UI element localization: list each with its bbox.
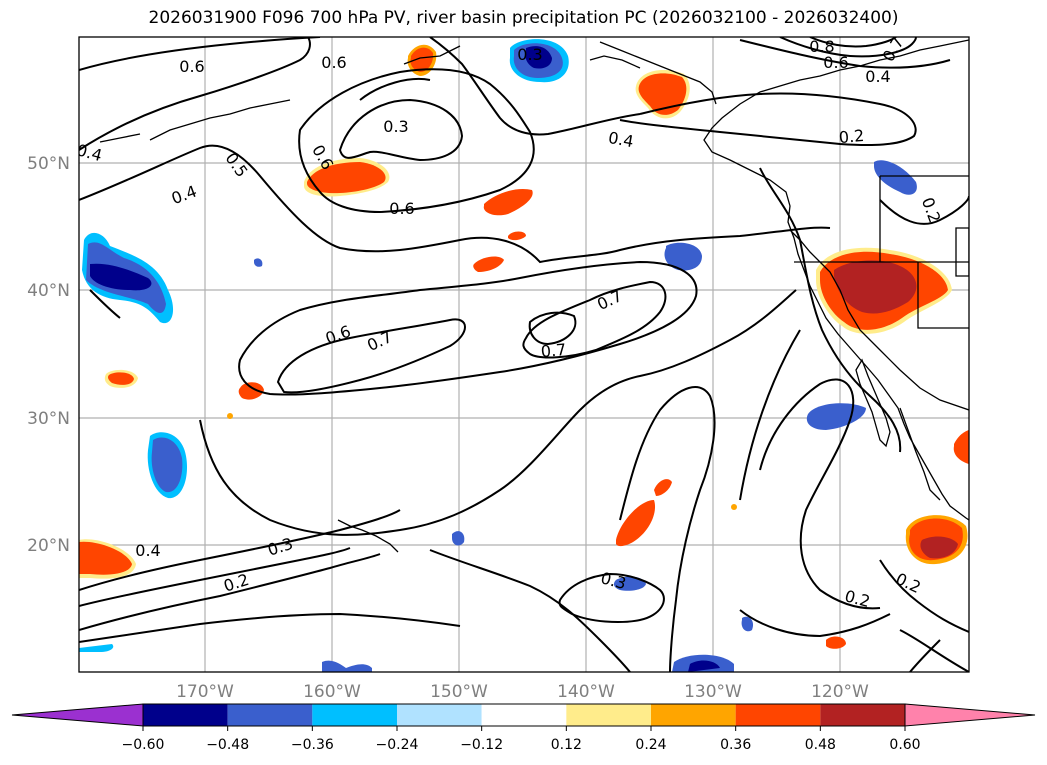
lon-label: 160°W — [303, 682, 361, 702]
colorbar-tick-label: −0.12 — [460, 737, 503, 753]
colorbar-tick-label: 0.24 — [635, 737, 666, 753]
colorbar-extend-max — [904, 703, 1036, 727]
colorbar-tick-label: −0.36 — [291, 737, 334, 753]
colorbar-segment — [227, 704, 313, 726]
precip-positive-area — [473, 256, 504, 272]
colorbar-tick-label: 0.60 — [889, 737, 920, 753]
contour-label: 0.3 — [599, 568, 629, 593]
precip-positive-area — [227, 413, 233, 419]
contour-label: 0.4 — [607, 128, 635, 151]
precip-negative-area — [613, 576, 646, 591]
colorbar-segment — [820, 704, 905, 726]
precip-negative-area — [254, 258, 263, 267]
lat-label: 20°N — [27, 536, 70, 556]
contour-label: 0.6 — [179, 57, 204, 76]
precip-negative-area — [664, 242, 702, 271]
contour-label: 0.5 — [221, 149, 251, 181]
colorbar-tick-label: 0.12 — [551, 737, 582, 753]
contour-label: 0.2 — [893, 569, 924, 597]
lat-label: 50°N — [27, 154, 70, 174]
colorbar-segments — [11, 703, 1036, 727]
colorbar-segment — [143, 704, 228, 726]
colorbar-extend-min — [11, 703, 144, 727]
contour-label: 0.2 — [221, 570, 251, 596]
precip-positive-area — [616, 500, 656, 547]
map-frame — [78, 36, 970, 673]
colorbar-tick-label: −0.24 — [376, 737, 419, 753]
colorbar-outline — [142, 703, 906, 727]
colorbar-tick-label: 0.36 — [720, 737, 751, 753]
contour-label: 0.6 — [823, 53, 848, 72]
contour-label: 0.6 — [323, 322, 353, 349]
precip-positive-area — [238, 382, 264, 400]
precip-negative-area — [79, 644, 114, 652]
precip-negative-area — [806, 403, 866, 430]
colorbar-tick-label: 0.48 — [805, 737, 836, 753]
precip-negative-area — [874, 160, 917, 195]
colorbar-segment — [312, 704, 397, 726]
contour-label: 0.3 — [517, 45, 542, 64]
lon-label: 130°W — [684, 682, 742, 702]
precip-positive-area — [953, 430, 969, 464]
precip-positive-area — [483, 188, 533, 216]
contour-label: 0.3 — [383, 117, 408, 136]
precip-negative-area — [452, 531, 465, 546]
contour-label: 0.4 — [135, 541, 160, 560]
precip-positive-area — [508, 231, 526, 241]
contour-label: 0.2 — [838, 126, 865, 147]
colorbar-segment — [481, 704, 567, 726]
contour-label: 0.6 — [321, 53, 346, 72]
colorbar-ticks: −0.60 −0.48 −0.36 −0.24 −0.12 0.12 0.24 0.36 0.4… — [122, 726, 921, 753]
lon-label: 150°W — [430, 682, 488, 702]
colorbar-tick-label: −0.48 — [206, 737, 249, 753]
contour-label: 0.3 — [265, 534, 295, 560]
colorbar: −0.60 −0.48 −0.36 −0.24 −0.12 0.12 0.24 0.36 0.4… — [11, 703, 1036, 753]
contour-label: 0.6 — [389, 199, 414, 218]
precip-positive-area — [654, 479, 672, 496]
contour-label: 0.7 — [879, 33, 908, 65]
lon-label: 120°W — [811, 682, 869, 702]
contour-label: 0.2 — [843, 586, 873, 611]
contour-label: 0.4 — [865, 67, 890, 86]
contour-label: 0.8 — [809, 37, 834, 56]
colorbar-segment — [651, 704, 736, 726]
contour-label: 0.4 — [169, 182, 199, 209]
colorbar-segment — [566, 704, 651, 726]
colorbar-segment — [397, 704, 482, 726]
precip-negative-area — [322, 660, 372, 672]
longitude-labels: 170°W 160°W 150°W 140°W 130°W 120°W — [176, 682, 869, 702]
contour-labels: 0.6 0.6 0.3 0.8 0.6 0.4 0.7 0.4 0.3 0.4 … — [79, 33, 944, 611]
latitude-labels: 50°N 40°N 30°N 20°N — [27, 154, 70, 556]
colorbar-tick-label: −0.60 — [122, 737, 165, 753]
colorbar-segment — [735, 704, 821, 726]
contour-label: 0.7 — [540, 340, 567, 361]
pv-contours — [79, 37, 969, 672]
lat-label: 30°N — [27, 409, 70, 429]
lat-label: 40°N — [27, 281, 70, 301]
precip-positive-area — [826, 636, 846, 649]
lon-label: 140°W — [557, 682, 615, 702]
map-title: 2026031900 F096 700 hPa PV, river basin … — [148, 8, 899, 28]
lon-label: 170°W — [176, 682, 234, 702]
precip-negative-area — [741, 616, 754, 632]
